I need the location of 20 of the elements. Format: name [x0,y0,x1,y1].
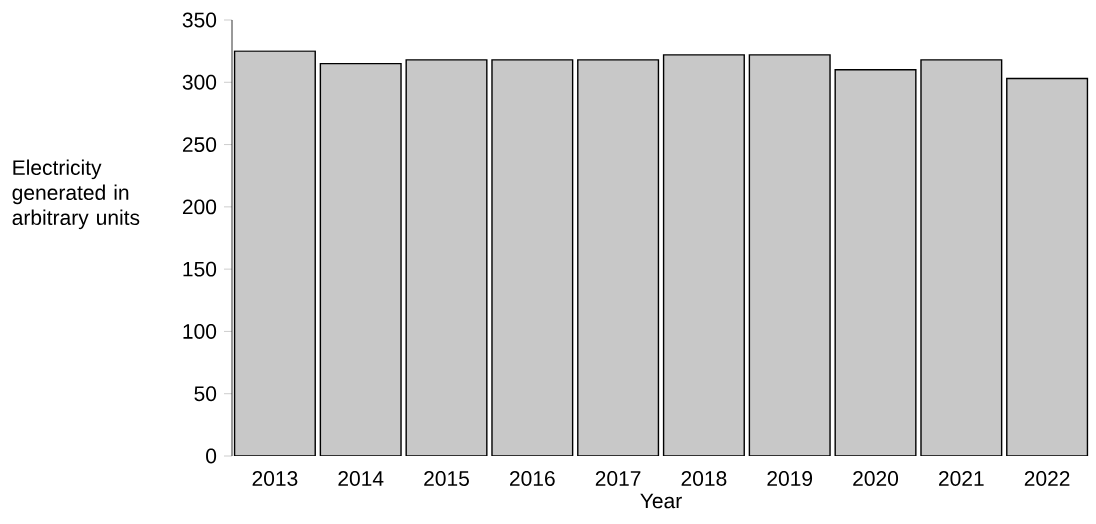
x-tick-label: 2021 [939,471,984,486]
y-tick-label: 350 [182,12,217,28]
y-tick-label: 300 [182,74,217,90]
x-tick-label: 2020 [853,471,899,486]
y-tick-label: 150 [183,261,217,277]
y-tick-label: 250 [182,137,217,153]
y-tick-label: 50 [194,386,217,402]
x-axis-title: Year [640,493,682,509]
x-tick-label: 2017 [595,471,641,486]
x-tick-label: 2015 [424,471,469,486]
y-tick-label: 100 [183,324,217,339]
y-tick-label: 200 [182,199,217,215]
x-tick-label: 2014 [338,471,384,486]
y-tick-label: 0 [206,448,217,464]
x-tick-label: 2013 [252,471,298,486]
x-tick-label: 2016 [510,471,555,486]
x-tick-label: 2018 [681,471,727,486]
y-axis-title: Electricity generated in arbitrary units [12,159,140,230]
x-tick-label: 2019 [767,471,813,486]
x-tick-label: 2022 [1024,471,1070,486]
